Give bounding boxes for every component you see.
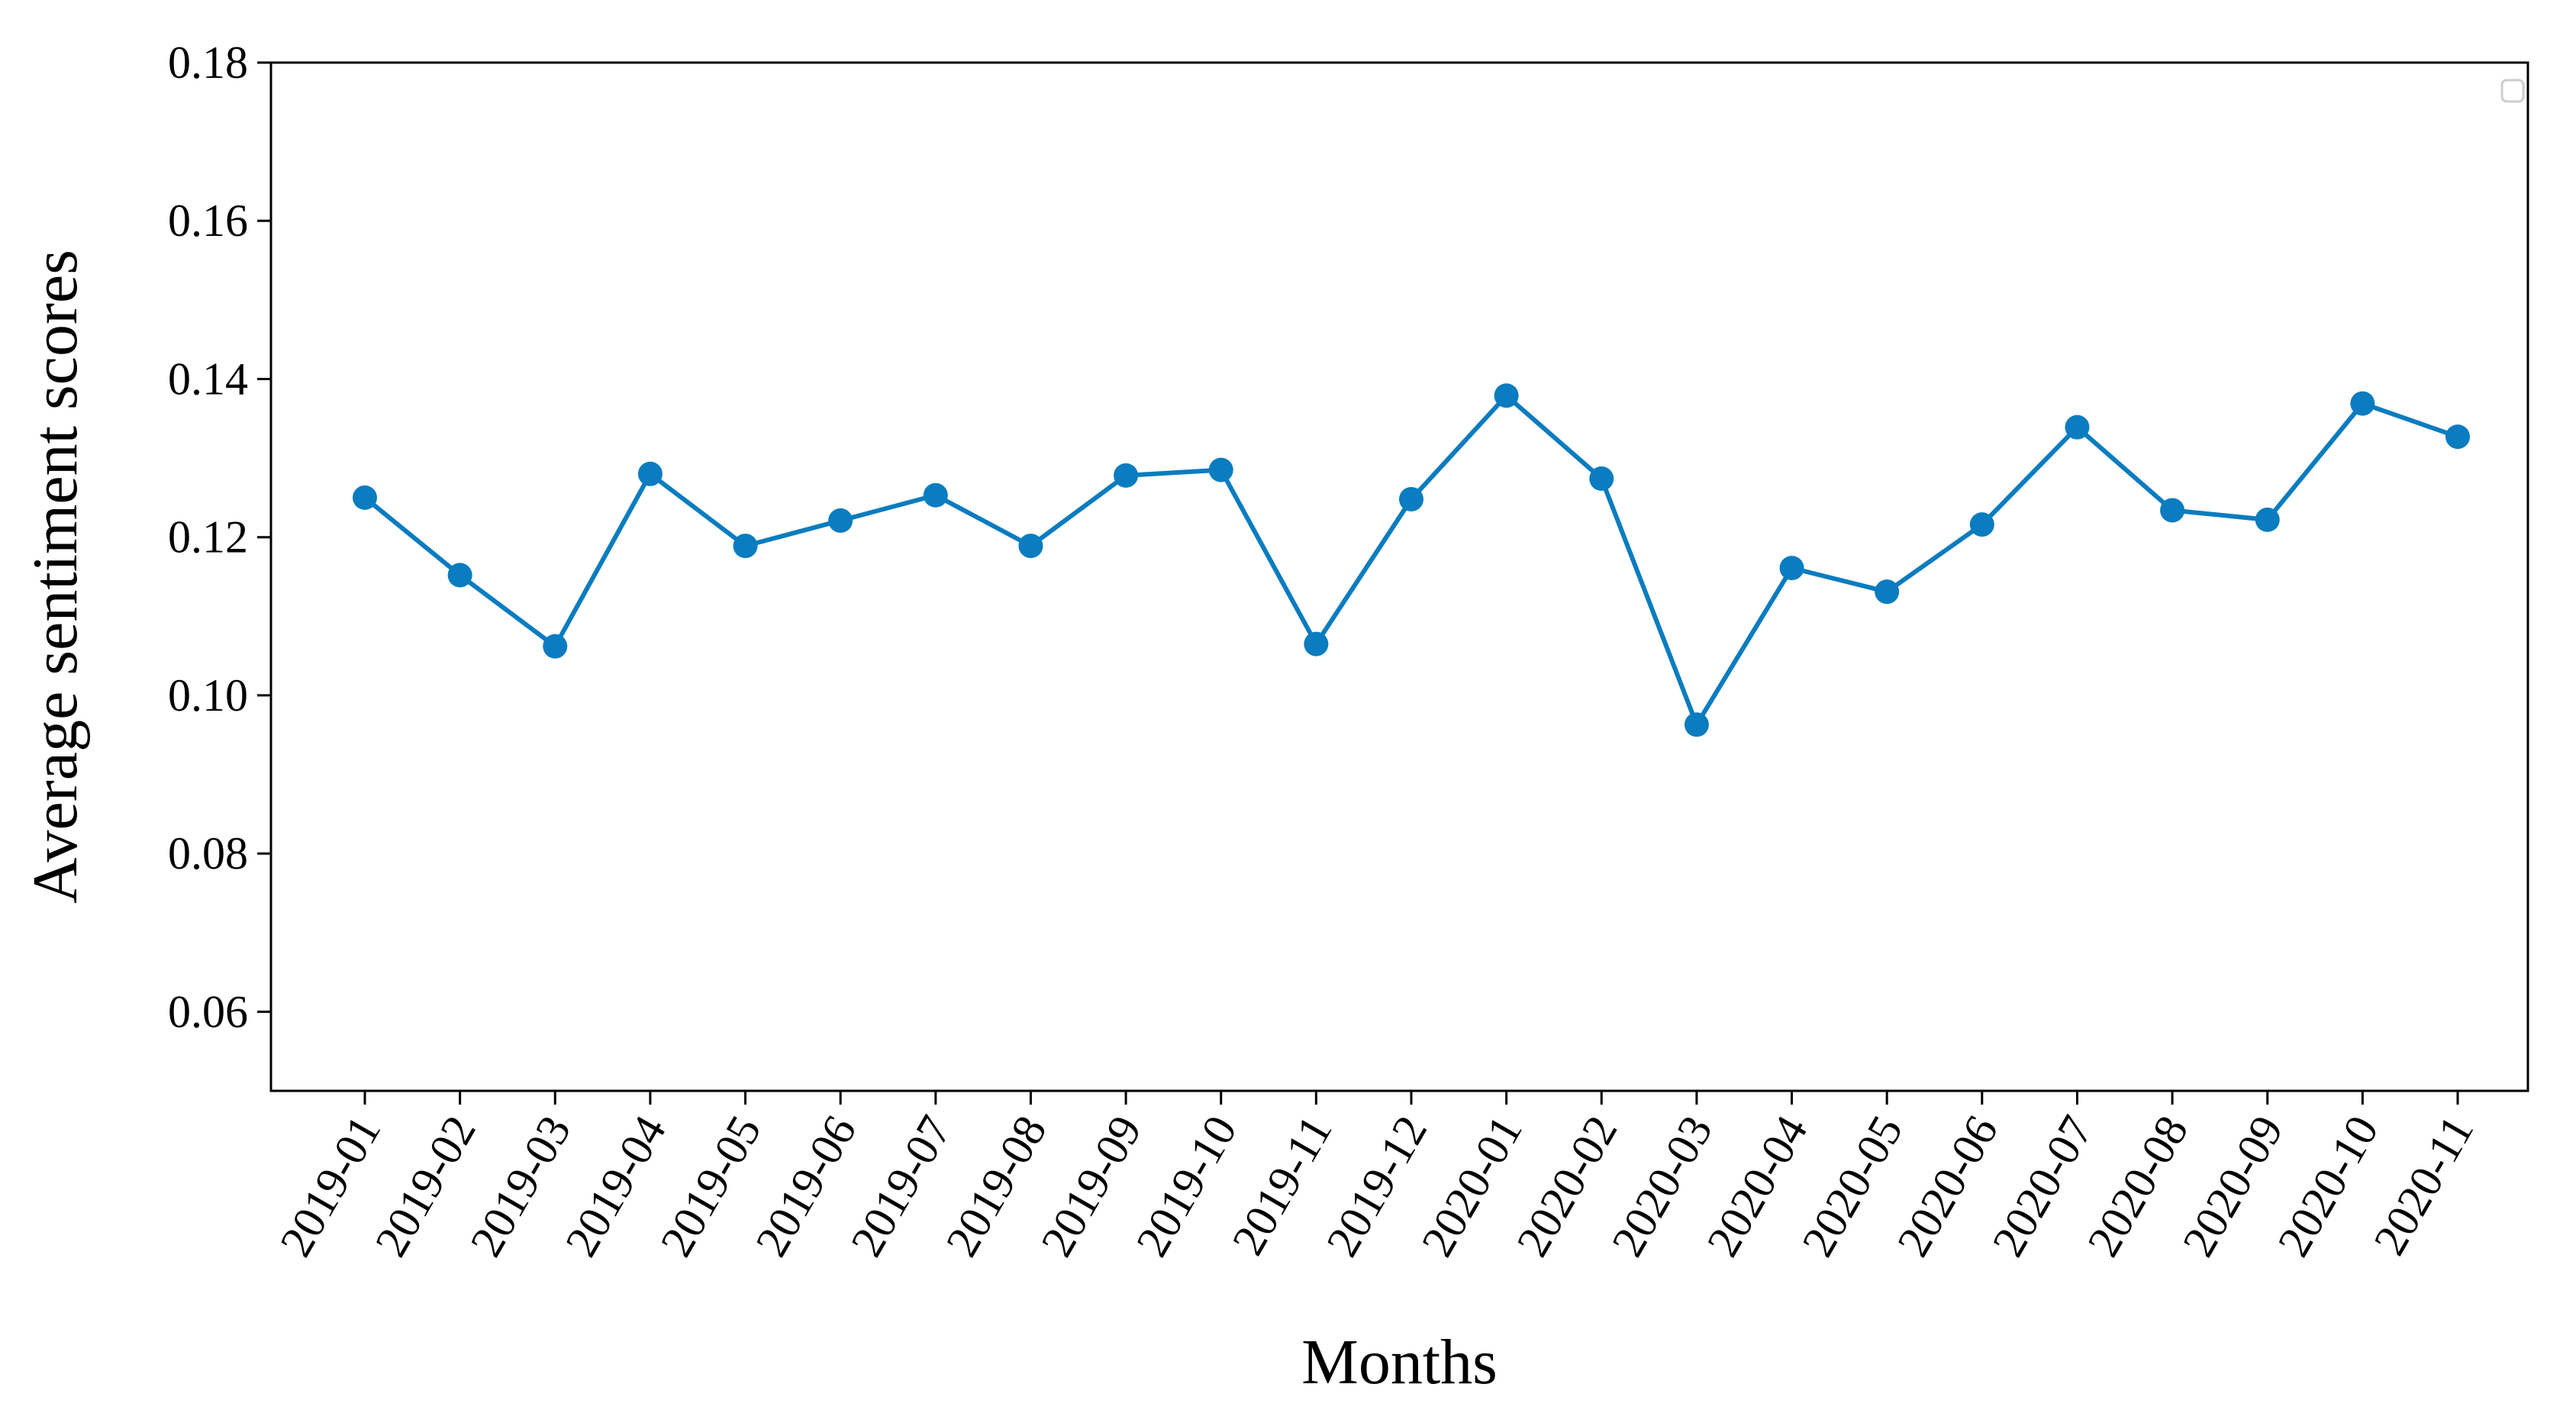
data-point [543, 634, 568, 659]
y-tick-label: 0.16 [168, 195, 248, 246]
series-layer [353, 383, 2470, 737]
y-axis-title: Average sentiment scores [20, 250, 91, 904]
data-point [1208, 457, 1233, 482]
legend-box [2500, 79, 2525, 103]
y-tick-label: 0.18 [168, 37, 248, 88]
data-point [923, 482, 948, 508]
y-tick-label: 0.12 [168, 512, 248, 563]
data-point [733, 534, 758, 559]
y-tick-label: 0.14 [168, 353, 248, 404]
data-point [637, 461, 663, 486]
data-point [1494, 383, 1519, 408]
data-point [447, 563, 472, 588]
data-point [828, 508, 853, 533]
data-point [2350, 391, 2375, 416]
data-point [2255, 507, 2280, 532]
plot-frame [269, 61, 2529, 1092]
data-point [1018, 534, 1043, 559]
data-point [1779, 556, 1804, 581]
data-point [2160, 498, 2185, 523]
data-point [2445, 424, 2470, 450]
data-point [353, 485, 377, 510]
y-tick-label: 0.10 [168, 670, 248, 721]
data-point [1304, 631, 1329, 656]
data-point [1684, 712, 1709, 737]
x-axis-title: Months [1301, 1327, 1498, 1398]
data-point [1399, 486, 1423, 511]
data-point [1969, 512, 1994, 537]
data-point [1114, 463, 1139, 488]
data-point [1589, 466, 1614, 492]
data-point [2065, 415, 2090, 440]
y-tick-label: 0.08 [168, 828, 248, 879]
series-line [363, 393, 2458, 727]
data-point [1875, 579, 1900, 605]
y-tick-label: 0.06 [168, 986, 248, 1037]
